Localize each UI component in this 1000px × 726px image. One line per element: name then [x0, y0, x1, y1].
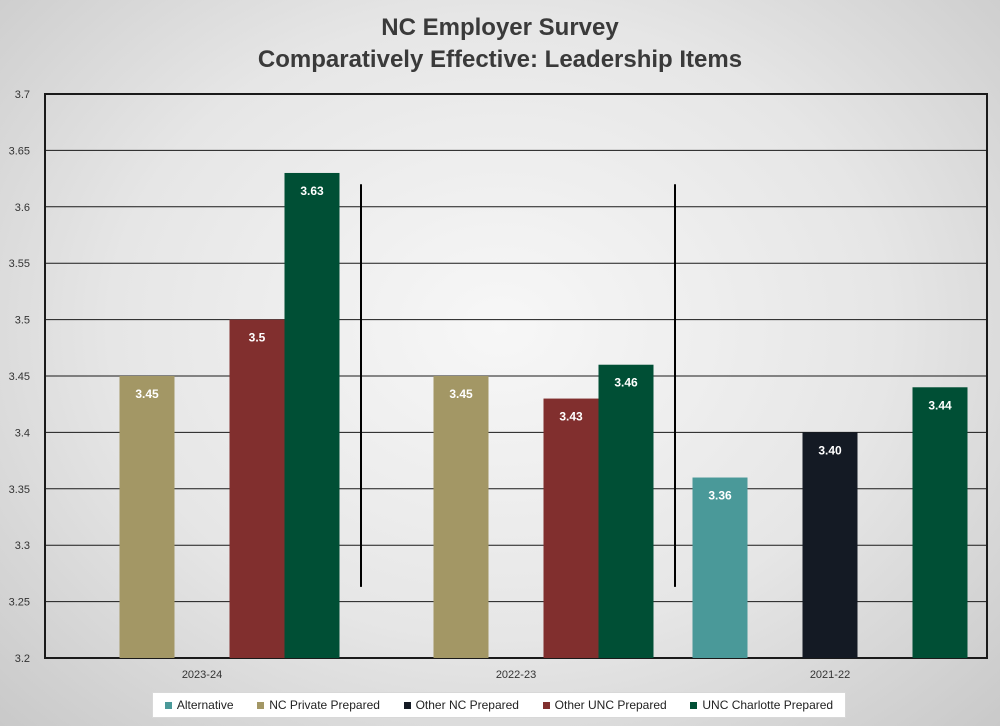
y-tick-label: 3.7	[15, 89, 30, 101]
legend-label: Alternative	[176, 698, 234, 712]
legend-entry: Other NC Prepared	[403, 698, 519, 712]
x-tick-label: 2021-22	[810, 669, 850, 681]
bar	[119, 376, 175, 658]
y-tick-label: 3.25	[9, 597, 30, 609]
legend-swatch	[403, 701, 411, 709]
bar	[284, 172, 340, 658]
x-tick-label: 2022-23	[496, 669, 536, 681]
bar	[692, 477, 748, 658]
y-tick-label: 3.6	[15, 202, 30, 214]
bar	[433, 376, 489, 658]
legend-swatch	[690, 701, 698, 709]
data-label: 3.5	[249, 331, 266, 345]
bar	[912, 387, 968, 658]
data-label: 3.46	[614, 376, 638, 390]
legend-entry: Alternative	[164, 698, 234, 712]
y-tick-label: 3.5	[15, 315, 30, 327]
legend-label: UNC Charlotte Prepared	[702, 698, 834, 712]
plot-border	[44, 93, 988, 659]
legend-entry: Other UNC Prepared	[542, 698, 667, 712]
bar	[543, 398, 599, 658]
y-tick-label: 3.4	[15, 427, 30, 439]
chart-legend: Alternative NC Private Prepared Other NC P…	[152, 692, 846, 718]
data-label: 3.43	[559, 410, 583, 424]
bar	[229, 319, 285, 658]
data-label: 3.63	[300, 184, 324, 198]
y-tick-label: 3.2	[15, 653, 30, 665]
legend-label: Other NC Prepared	[415, 698, 519, 712]
legend-label: Other UNC Prepared	[554, 698, 667, 712]
y-tick-label: 3.55	[9, 258, 30, 270]
bar-chart: 3.2 3.25 3.3 3.35 3.4 3.45 3.5 3.55 3.6 3.65 3.7 3.…	[9, 89, 988, 681]
x-tick-label: 2023-24	[182, 669, 222, 681]
bar	[802, 432, 858, 658]
legend-entry: NC Private Prepared	[257, 698, 380, 712]
legend-label: NC Private Prepared	[269, 698, 380, 712]
y-tick-label: 3.65	[9, 145, 30, 157]
data-label: 3.40	[818, 443, 842, 457]
y-tick-label: 3.3	[15, 540, 30, 552]
data-label: 3.36	[708, 489, 732, 503]
y-tick-label: 3.45	[9, 371, 30, 383]
chart-subtitle: Comparatively Effective: Leadership Item…	[257, 46, 743, 73]
legend-swatch	[542, 701, 550, 709]
bar	[598, 364, 654, 658]
data-label: 3.45	[135, 387, 159, 401]
chart-title: NC Employer Survey	[381, 14, 619, 41]
legend-entry: UNC Charlotte Prepared	[690, 698, 833, 712]
y-tick-label: 3.35	[9, 484, 30, 496]
legend-swatch	[257, 701, 265, 709]
legend-swatch	[164, 701, 172, 709]
data-label: 3.45	[449, 387, 473, 401]
data-label: 3.44	[928, 398, 952, 412]
